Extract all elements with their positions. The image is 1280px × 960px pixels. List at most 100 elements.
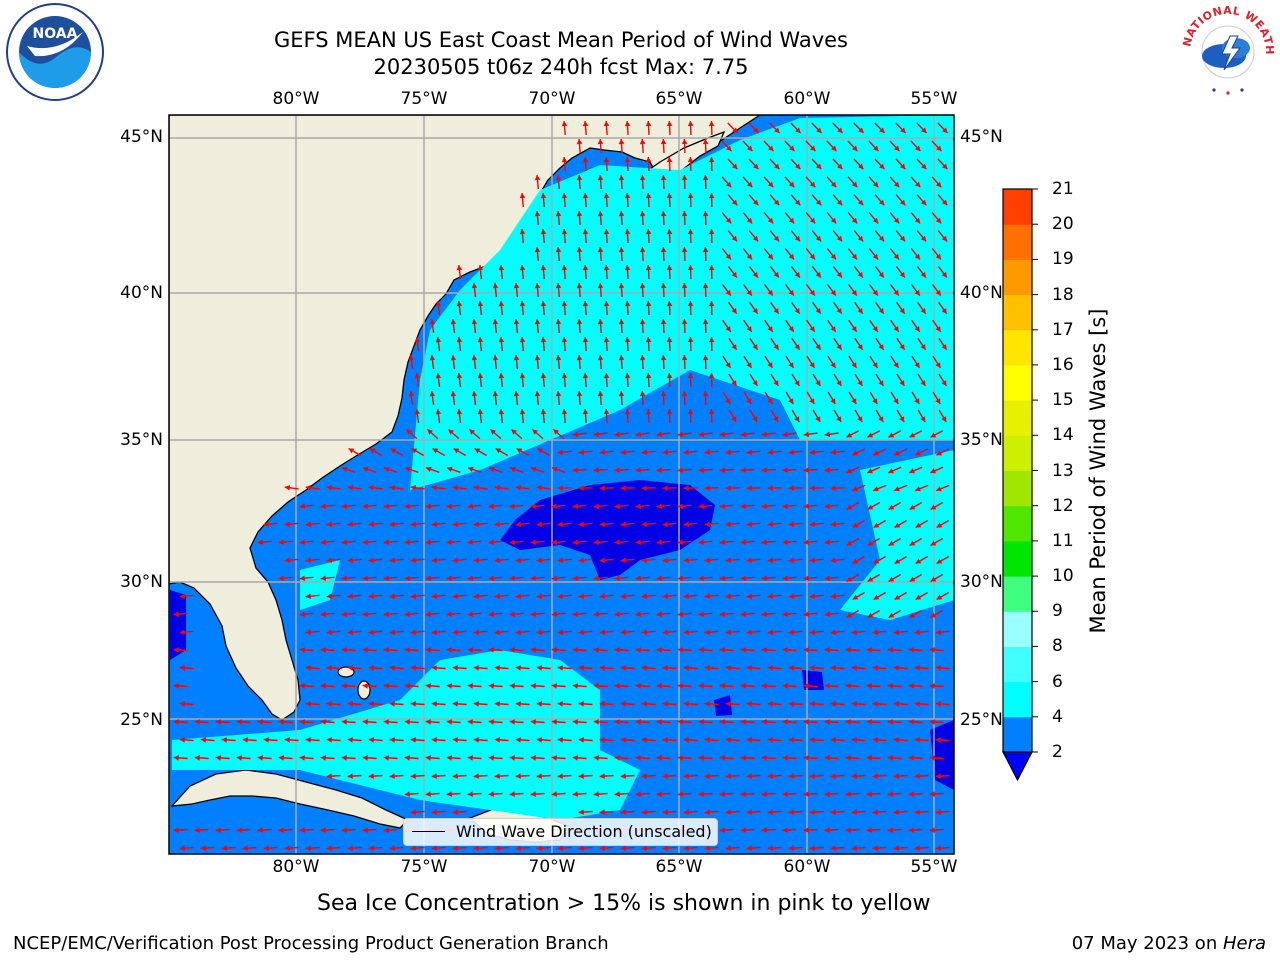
wind-arrow-head [794, 271, 800, 278]
wind-arrow-head [641, 629, 647, 635]
wind-arrow-head [687, 301, 694, 307]
colorbar-tick-label: 11 [1052, 530, 1074, 551]
wind-arrow-head [530, 503, 536, 509]
wind-arrow-head [719, 791, 725, 797]
wind-arrow-head [599, 449, 605, 455]
wind-arrow-head [284, 485, 290, 491]
wind-arrow-head [597, 283, 604, 289]
wind-arrow-head [837, 127, 843, 133]
wind-arrow-head [761, 467, 767, 473]
wind-arrow-head [429, 391, 436, 397]
wind-arrow-head [656, 611, 662, 617]
wind-arrow-head [660, 319, 667, 325]
wind-arrow-head [683, 701, 689, 707]
wind-arrow-head [725, 485, 731, 491]
wind-arrow-head [719, 467, 725, 473]
wind-arrow-head [920, 416, 926, 422]
wind-arrow-head [368, 665, 374, 671]
wind-arrow-head [498, 337, 505, 343]
wind-arrow-head [515, 593, 521, 599]
wind-arrow-head [603, 409, 610, 415]
wind-arrow-head [914, 629, 920, 635]
wind-arrow-head [836, 199, 843, 206]
colorbar-tick-label: 13 [1052, 460, 1074, 481]
noaa-logo-text: NOAA [33, 26, 78, 42]
wind-arrow-head [936, 486, 942, 492]
wind-arrow-head [555, 211, 562, 217]
wind-arrow-head [683, 521, 689, 527]
wind-arrow-head [677, 503, 683, 509]
wind-arrow-head [620, 773, 626, 779]
wind-arrow-head [858, 163, 864, 170]
wind-arrow-head [936, 522, 943, 528]
wind-arrow-head [578, 701, 584, 707]
wind-arrow-head [561, 157, 568, 163]
wind-arrow-head [473, 593, 479, 599]
wind-arrow-head [809, 362, 815, 368]
wind-arrow-head [299, 539, 305, 545]
wind-arrow-head [582, 373, 589, 379]
wind-arrow-head [509, 755, 515, 761]
wind-arrow-head [845, 791, 851, 797]
wind-arrow-head [830, 737, 836, 743]
wind-arrow-head [639, 355, 646, 361]
wind-arrow-head [320, 719, 326, 725]
wind-arrow-head [446, 611, 452, 617]
wind-arrow-head [809, 593, 815, 599]
wind-arrow-head [773, 199, 780, 206]
lat-label-right-35n: 35°N [960, 430, 1003, 450]
wind-arrow-head [236, 827, 242, 833]
wind-arrow-head [915, 486, 921, 492]
wind-arrow-head [641, 773, 647, 779]
wind-arrow-head [635, 647, 641, 653]
wind-arrow-head [930, 540, 937, 546]
wind-arrow-head [677, 647, 683, 653]
wind-arrow-head [851, 326, 857, 332]
wind-arrow-head [893, 362, 899, 368]
wind-arrow-head [773, 235, 780, 242]
wind-arrow-head [572, 539, 578, 545]
wind-arrow-head [719, 503, 725, 509]
wind-arrow-head [582, 301, 589, 307]
wind-arrow-head [794, 344, 800, 350]
wind-arrow-head [408, 355, 415, 361]
wind-arrow-head [830, 485, 836, 491]
wind-arrow-head [624, 121, 631, 127]
wind-arrow-head [410, 737, 416, 743]
wind-arrow-head [893, 665, 899, 671]
wind-arrow-head [878, 344, 884, 350]
wind-arrow-head [851, 629, 857, 635]
wind-arrow-head [852, 594, 859, 600]
colorbar-segment [1003, 716, 1032, 753]
wind-arrow-head [557, 593, 563, 599]
wind-arrow-head [941, 235, 948, 242]
wind-arrow-head [599, 845, 605, 851]
wind-arrow-head [936, 145, 942, 152]
wind-arrow-head [702, 247, 709, 253]
wind-arrow-head [936, 558, 943, 564]
wind-arrow-head [732, 127, 738, 133]
wind-arrow-head [597, 319, 604, 325]
wind-arrow-head [767, 217, 774, 224]
wind-arrow-head [641, 701, 647, 707]
wind-arrow-head [488, 503, 494, 509]
wind-arrow-head [872, 809, 878, 815]
wind-arrow-head [540, 229, 547, 235]
wind-arrow-head [446, 755, 452, 761]
wind-arrow-head [320, 575, 326, 581]
wind-arrow-head [534, 175, 541, 181]
wind-arrow-head [624, 229, 631, 235]
wind-arrow-head [536, 845, 542, 851]
wind-arrow-head [708, 337, 715, 343]
wind-arrow-head [809, 217, 816, 224]
wind-arrow-head [725, 362, 731, 368]
wind-arrow-head [768, 145, 774, 152]
wind-arrow-head [572, 755, 578, 761]
wind-arrow-head [773, 344, 779, 350]
wind-arrow-head [263, 845, 269, 851]
wind-arrow-head [746, 809, 752, 815]
wind-arrow-head [830, 326, 836, 332]
wind-arrow-head [530, 719, 536, 725]
wind-arrow-head [326, 845, 332, 851]
colorbar-tick-label: 17 [1052, 319, 1074, 340]
